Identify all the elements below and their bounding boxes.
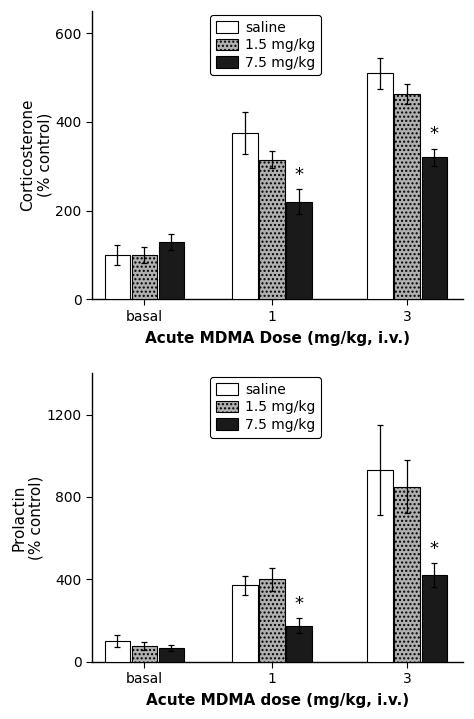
- Bar: [159, 648, 184, 661]
- Bar: [232, 585, 258, 661]
- Text: *: *: [430, 539, 439, 557]
- Bar: [259, 160, 285, 299]
- Bar: [367, 470, 393, 661]
- Y-axis label: Corticosterone
(% control): Corticosterone (% control): [20, 99, 52, 211]
- Y-axis label: Prolactin
(% control): Prolactin (% control): [11, 475, 44, 559]
- Bar: [286, 202, 312, 299]
- Bar: [394, 487, 420, 661]
- Text: *: *: [295, 595, 304, 613]
- X-axis label: Acute MDMA Dose (mg/kg, i.v.): Acute MDMA Dose (mg/kg, i.v.): [145, 331, 410, 346]
- X-axis label: Acute MDMA dose (mg/kg, i.v.): Acute MDMA dose (mg/kg, i.v.): [146, 693, 409, 708]
- Bar: [105, 255, 130, 299]
- Bar: [421, 575, 447, 661]
- Bar: [286, 626, 312, 661]
- Bar: [367, 73, 393, 299]
- Bar: [394, 94, 420, 299]
- Text: *: *: [430, 125, 439, 143]
- Bar: [105, 641, 130, 661]
- Legend: saline, 1.5 mg/kg, 7.5 mg/kg: saline, 1.5 mg/kg, 7.5 mg/kg: [210, 377, 321, 437]
- Bar: [132, 646, 157, 661]
- Bar: [421, 157, 447, 299]
- Text: *: *: [295, 166, 304, 184]
- Legend: saline, 1.5 mg/kg, 7.5 mg/kg: saline, 1.5 mg/kg, 7.5 mg/kg: [210, 15, 321, 75]
- Bar: [132, 255, 157, 299]
- Bar: [159, 242, 184, 299]
- Bar: [259, 580, 285, 661]
- Bar: [232, 133, 258, 299]
